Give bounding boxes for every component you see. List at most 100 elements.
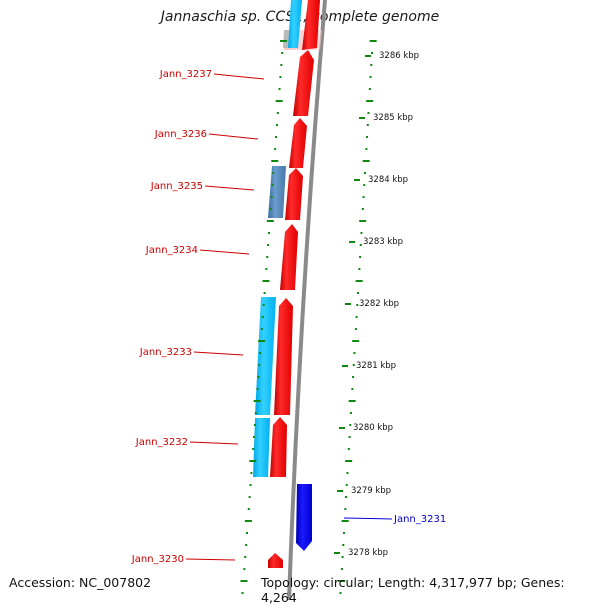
- accession-text: Accession: NC_007802: [9, 575, 152, 590]
- ruler-inner-dot: [280, 64, 283, 66]
- gene-label-jann-3237[interactable]: Jann_3237: [159, 69, 212, 80]
- ruler-inner-dot: [269, 208, 272, 210]
- ruler-inner-dot: [263, 292, 266, 294]
- ruler-inner-dot: [245, 532, 248, 534]
- ruler-outer-dot: [347, 448, 350, 450]
- ruler-outer-dot: [352, 340, 360, 342]
- gene-label-jann-3235[interactable]: Jann_3235: [150, 181, 203, 192]
- ruler-inner-dot: [265, 268, 268, 270]
- gene-label-jann-3230[interactable]: Jann_3230: [131, 554, 184, 565]
- ruler-inner-dot: [272, 172, 275, 174]
- ruler-inner-dot: [253, 424, 256, 426]
- ruler-inner-dot: [252, 448, 255, 450]
- ruler-outer-dot: [341, 520, 349, 522]
- ruler-inner-dot: [253, 400, 261, 402]
- ruler-inner-dot: [244, 520, 252, 522]
- ruler-outer-dot: [348, 436, 351, 438]
- ruler-outer-dot: [353, 352, 356, 354]
- ruler-outer-dot: [363, 172, 366, 174]
- ruler-inner-dot: [276, 112, 279, 114]
- ruler-outer-dot: [345, 460, 353, 462]
- gene-arrow-jann-3230: [268, 553, 283, 568]
- gene-label-jann-3232[interactable]: Jann_3232: [135, 437, 188, 448]
- ruler-inner-dot: [262, 304, 265, 306]
- ruler-inner-dot: [256, 388, 259, 390]
- ruler-inner-dot: [280, 40, 288, 42]
- topology-text: Topology: circular; Length: 4,317,977 bp…: [261, 575, 565, 605]
- feature-block-jann-3235: [268, 166, 286, 218]
- ruler-inner-dot: [249, 460, 257, 462]
- ruler-major-tick: [349, 241, 355, 243]
- ruler-tick-labels: 3286 kbp 3285 kbp 3284 kbp 3283 kbp 3282 kbp…: [334, 51, 419, 558]
- ruler-inner-dot: [258, 340, 266, 342]
- ruler-tick-label: 3280 kbp: [353, 423, 393, 433]
- ruler-inner-dot: [271, 160, 279, 162]
- leader-line-jann-3231: [343, 517, 393, 520]
- gene-label-jann-3231[interactable]: Jann_3231: [393, 514, 446, 525]
- ruler-major-tick: [339, 427, 345, 429]
- ruler-outer-dot: [356, 304, 359, 306]
- ruler-tick-label: 3285 kbp: [373, 113, 413, 123]
- ruler-outer-dot: [362, 160, 370, 162]
- ruler-outer-dot: [355, 316, 358, 318]
- ruler-inner-dot: [247, 508, 250, 510]
- ruler-inner-dot: [266, 256, 269, 258]
- ruler-outer-dot: [361, 208, 364, 210]
- ruler-outer-dot: [349, 424, 352, 426]
- leader-line-jann-3237: [213, 73, 265, 80]
- gene-label-jann-3234[interactable]: Jann_3234: [145, 245, 198, 256]
- leader-line-jann-3233: [193, 351, 244, 356]
- ruler-outer-dot: [359, 256, 362, 258]
- ruler-inner-dot: [274, 148, 277, 150]
- ruler-inner-dot: [260, 328, 263, 330]
- gene-label-jann-3236[interactable]: Jann_3236: [154, 129, 207, 140]
- ruler-inner-dot: [240, 580, 248, 582]
- ruler-outer-dot: [365, 148, 368, 150]
- ruler-inner-dot: [275, 124, 278, 126]
- ruler-inner-dot: [267, 232, 270, 234]
- ruler-outer-dot: [359, 220, 367, 222]
- ruler-inner-dot: [250, 472, 253, 474]
- feature-block-jann-3232: [253, 418, 270, 477]
- ruler-inner-dot: [281, 52, 284, 54]
- leader-line-jann-3232: [189, 441, 239, 445]
- feature-block-jann-3233: [255, 297, 276, 415]
- ruler-inner-dot: [270, 196, 273, 198]
- gene-label-jann-3233[interactable]: Jann_3233: [139, 347, 192, 358]
- ruler-inner-dot: [262, 280, 270, 282]
- ruler-inner-dot: [258, 364, 261, 366]
- ruler-tick-label: 3281 kbp: [356, 361, 396, 371]
- ruler-outer-dot: [352, 376, 355, 378]
- gene-labels: Jann_3237 Jann_3236 Jann_3235 Jann_3234 Jann…: [131, 69, 446, 565]
- ruler-tick-label: 3284 kbp: [368, 175, 408, 185]
- ruler-lines: [240, 40, 377, 594]
- ruler-tick-label: 3278 kbp: [348, 548, 388, 558]
- ruler-outer-dot: [370, 64, 373, 66]
- ruler-inner-dot: [248, 496, 251, 498]
- ruler-inner-dot: [259, 352, 262, 354]
- ruler-inner-dot: [261, 316, 264, 318]
- ruler-inner-dot: [279, 76, 282, 78]
- ruler-outer-dot: [348, 400, 356, 402]
- ruler-outer-dot: [355, 280, 363, 282]
- ruler-major-tick: [337, 490, 343, 492]
- ruler-outer-dot: [345, 496, 348, 498]
- ruler-outer-dot: [359, 244, 362, 246]
- ruler-inner-dot: [257, 376, 260, 378]
- ruler-inner-dot: [271, 184, 274, 186]
- gene-arrow-jann-3233: [274, 298, 293, 415]
- leader-line-jann-3230: [185, 558, 236, 561]
- ruler-outer-dot: [341, 556, 344, 558]
- ruler-outer-dot: [358, 268, 361, 270]
- ruler-outer-dot: [339, 592, 342, 594]
- gene-arrow-jann-3231: [296, 484, 312, 551]
- ruler-outer-dot: [338, 580, 346, 582]
- gene-arrow-top: [302, 0, 320, 50]
- ruler-major-tick: [365, 55, 371, 57]
- ruler-inner-dot: [254, 412, 257, 414]
- ruler-inner-dot: [267, 244, 270, 246]
- ruler-outer-dot: [345, 484, 348, 486]
- ruler-major-tick: [345, 303, 351, 305]
- ruler-outer-dot: [351, 388, 354, 390]
- ruler-outer-dot: [340, 568, 343, 570]
